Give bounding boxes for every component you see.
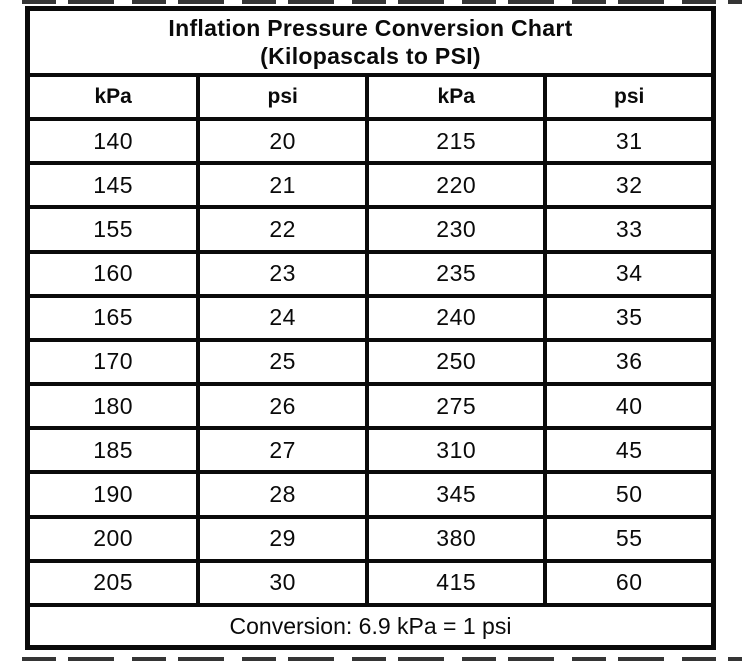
conversion-table: Inflation Pressure Conversion Chart (Kil… [25, 6, 716, 650]
column-header-kpa-1: kPa [25, 73, 201, 121]
kpa-value-cell: 345 [365, 470, 548, 519]
kpa-value-cell: 205 [25, 558, 201, 608]
table-row: 145 21 220 32 [25, 161, 716, 210]
table-row: 205 30 415 60 [25, 558, 716, 608]
scan-artifact-top [22, 0, 742, 4]
kpa-value-cell: 310 [365, 426, 548, 475]
psi-value-cell: 55 [543, 514, 716, 563]
column-header-kpa-2: kPa [365, 73, 548, 121]
footer-row: Conversion: 6.9 kPa = 1 psi [25, 603, 716, 650]
kpa-value-cell: 165 [25, 293, 201, 342]
psi-value-cell: 22 [196, 205, 370, 254]
table-row: 160 23 235 34 [25, 249, 716, 298]
kpa-value-cell: 140 [25, 116, 201, 166]
kpa-value-cell: 380 [365, 514, 548, 563]
table-row: 155 22 230 33 [25, 205, 716, 254]
kpa-value-cell: 200 [25, 514, 201, 563]
kpa-value-cell: 235 [365, 249, 548, 298]
psi-value-cell: 50 [543, 470, 716, 519]
psi-value-cell: 23 [196, 249, 370, 298]
table-row: 180 26 275 40 [25, 382, 716, 431]
psi-value-cell: 27 [196, 426, 370, 475]
kpa-value-cell: 180 [25, 382, 201, 431]
kpa-value-cell: 185 [25, 426, 201, 475]
kpa-value-cell: 145 [25, 161, 201, 210]
psi-value-cell: 29 [196, 514, 370, 563]
column-header-psi-2: psi [543, 73, 716, 121]
table-row: 185 27 310 45 [25, 426, 716, 475]
kpa-value-cell: 160 [25, 249, 201, 298]
table-row: 190 28 345 50 [25, 470, 716, 519]
psi-value-cell: 40 [543, 382, 716, 431]
psi-value-cell: 31 [543, 116, 716, 166]
psi-value-cell: 28 [196, 470, 370, 519]
kpa-value-cell: 220 [365, 161, 548, 210]
kpa-value-cell: 190 [25, 470, 201, 519]
psi-value-cell: 32 [543, 161, 716, 210]
conversion-note: Conversion: 6.9 kPa = 1 psi [25, 603, 716, 650]
table-row: 170 25 250 36 [25, 337, 716, 387]
kpa-value-cell: 155 [25, 205, 201, 254]
table-row: 165 24 240 35 [25, 293, 716, 342]
table-row: 140 20 215 31 [25, 116, 716, 166]
scan-artifact-bottom [22, 657, 742, 661]
kpa-value-cell: 240 [365, 293, 548, 342]
psi-value-cell: 60 [543, 558, 716, 608]
psi-value-cell: 25 [196, 337, 370, 387]
psi-value-cell: 21 [196, 161, 370, 210]
psi-value-cell: 30 [196, 558, 370, 608]
kpa-value-cell: 250 [365, 337, 548, 387]
table-subtitle: (Kilopascals to PSI) [260, 43, 481, 69]
kpa-value-cell: 230 [365, 205, 548, 254]
psi-value-cell: 34 [543, 249, 716, 298]
psi-value-cell: 33 [543, 205, 716, 254]
table-title-cell: Inflation Pressure Conversion Chart (Kil… [25, 6, 716, 77]
header-row: kPa psi kPa psi [25, 73, 716, 121]
table-row: 200 29 380 55 [25, 514, 716, 563]
kpa-value-cell: 215 [365, 116, 548, 166]
table-title: Inflation Pressure Conversion Chart [168, 14, 573, 41]
psi-value-cell: 20 [196, 116, 370, 166]
kpa-value-cell: 275 [365, 382, 548, 431]
psi-value-cell: 26 [196, 382, 370, 431]
psi-value-cell: 35 [543, 293, 716, 342]
column-header-psi-1: psi [196, 73, 370, 121]
psi-value-cell: 24 [196, 293, 370, 342]
psi-value-cell: 45 [543, 426, 716, 475]
kpa-value-cell: 170 [25, 337, 201, 387]
psi-value-cell: 36 [543, 337, 716, 387]
title-row: Inflation Pressure Conversion Chart (Kil… [25, 6, 716, 77]
kpa-value-cell: 415 [365, 558, 548, 608]
